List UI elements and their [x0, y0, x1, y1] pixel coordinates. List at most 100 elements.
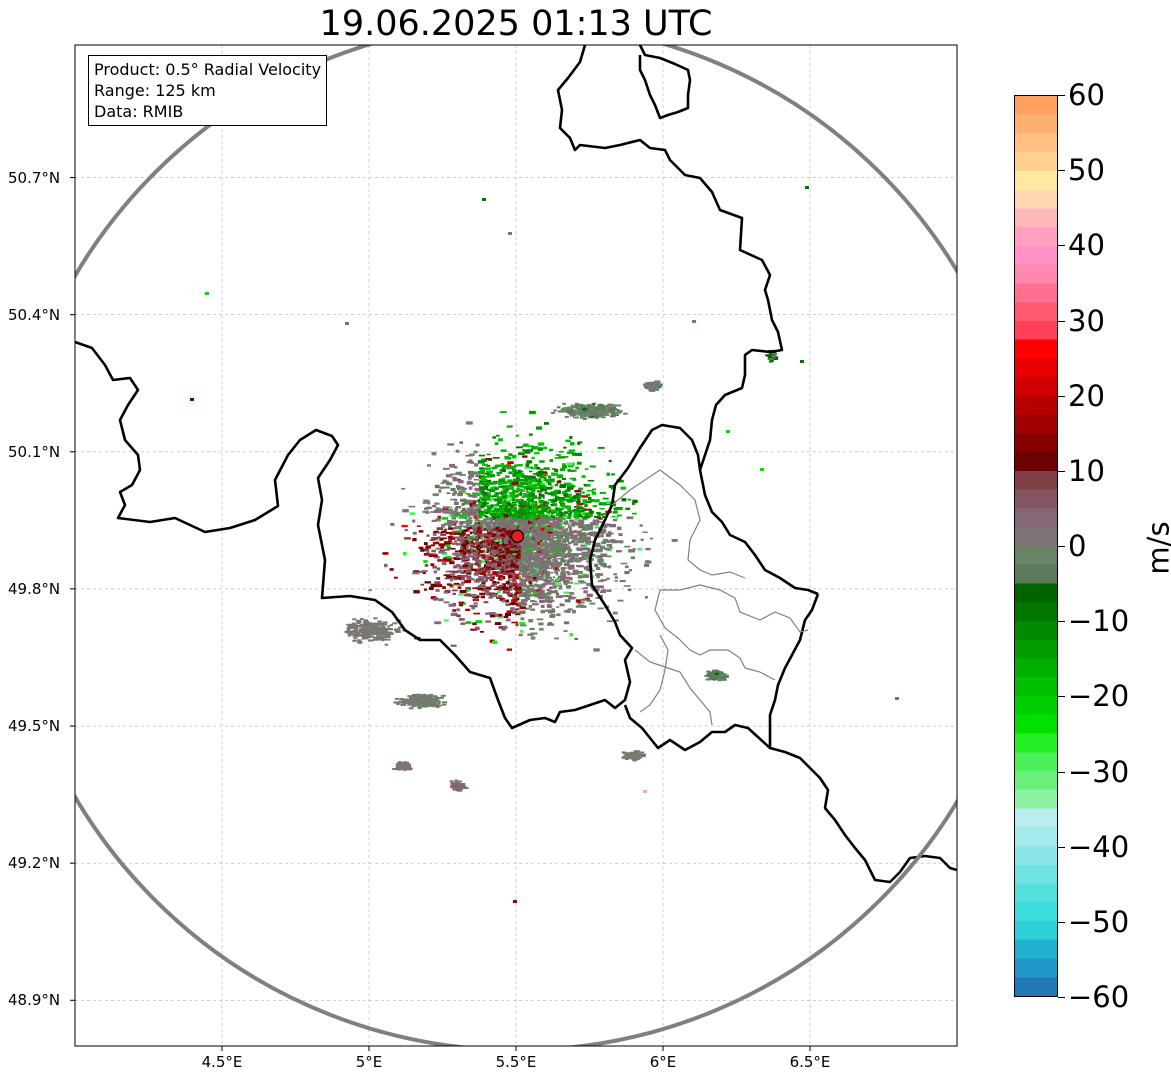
echo-bin	[502, 590, 506, 594]
echo-bin	[538, 535, 544, 539]
echo-bin	[486, 533, 490, 536]
echo-bin	[558, 515, 562, 517]
echo-bin	[619, 580, 626, 583]
echo-bin	[390, 522, 395, 526]
echo-bin	[549, 519, 553, 522]
echo-bin	[467, 542, 472, 545]
echo-bin	[528, 521, 533, 525]
echo-bin	[564, 521, 568, 524]
echo-bin	[492, 457, 500, 459]
echo-bin	[540, 604, 545, 609]
echo-bin	[525, 477, 532, 481]
echo-bin	[513, 545, 518, 548]
echo-bin	[519, 606, 527, 610]
echo-bin	[578, 525, 585, 529]
echo-bin	[500, 517, 505, 520]
echo-bin	[435, 547, 442, 550]
echo-bin	[490, 547, 494, 550]
echo-bin	[499, 523, 504, 526]
echo-bin	[476, 534, 479, 537]
echo-bin	[508, 508, 511, 511]
echo-bin	[466, 562, 471, 565]
echo-bin	[570, 596, 577, 599]
echo-bin	[561, 595, 568, 597]
echo-bin	[470, 549, 474, 553]
echo-bin	[444, 486, 450, 489]
echo-bin	[491, 527, 496, 530]
echo-bin	[449, 463, 456, 467]
echo-bin	[514, 592, 518, 595]
echo-bin	[435, 518, 441, 522]
echo-bin	[578, 494, 582, 497]
echo-bin	[477, 522, 481, 524]
echo-bin	[495, 464, 502, 467]
echo-bin	[567, 559, 571, 561]
echo-bin	[521, 556, 526, 560]
echo-bin	[503, 599, 510, 603]
echo-bin	[438, 598, 444, 602]
echo-bin	[632, 512, 637, 515]
echo-bin	[538, 490, 542, 493]
echo-bin	[431, 554, 438, 557]
echo-bin	[515, 623, 519, 627]
echo-bin	[548, 562, 551, 564]
echo-bin	[496, 474, 501, 476]
echo-bin	[516, 558, 521, 561]
echo-bin	[548, 587, 553, 590]
echo-bin	[498, 594, 503, 598]
echo-bin	[463, 501, 471, 505]
echo-bin	[446, 542, 452, 545]
echo-bin	[549, 543, 553, 545]
echo-bin	[544, 574, 548, 578]
echo-bin	[524, 450, 531, 454]
echo-bin	[474, 522, 478, 525]
echo-bin	[533, 506, 537, 511]
echo-bin	[469, 605, 475, 607]
echo-bin	[568, 449, 576, 452]
echo-bin	[592, 505, 597, 508]
echo-bin	[503, 465, 509, 468]
echo-bin	[549, 508, 552, 512]
echo-bin	[501, 599, 506, 603]
echo-bin	[522, 584, 528, 588]
echo-bin	[479, 521, 485, 525]
echo-bin	[543, 446, 548, 450]
echo-bin	[601, 491, 606, 494]
echo-bin	[514, 484, 522, 487]
echo-bin	[482, 493, 488, 498]
echo-bin	[556, 552, 561, 556]
echo-bin	[553, 548, 558, 552]
echo-bin	[574, 506, 580, 508]
echo-bin	[484, 564, 488, 568]
echo-bin	[478, 515, 483, 519]
echo-bin	[509, 528, 513, 532]
echo-bin	[529, 594, 535, 597]
echo-bin	[549, 555, 554, 559]
echo-bin	[456, 486, 461, 491]
echo-bin	[483, 467, 489, 470]
echo-bin	[563, 493, 568, 497]
echo-bin	[556, 548, 561, 552]
echo-bin	[466, 524, 469, 528]
echo-bin	[558, 456, 566, 459]
echo-bin	[469, 471, 476, 475]
echo-bin	[437, 559, 444, 562]
echo-bin	[442, 467, 450, 470]
echo-bin	[470, 628, 477, 631]
echo-bin	[446, 583, 452, 586]
echo-bin	[479, 471, 485, 475]
echo-bin	[504, 513, 509, 518]
echo-bin	[580, 601, 585, 604]
echo-bin	[474, 557, 478, 562]
echo-bin	[488, 506, 491, 510]
echo-bin	[456, 471, 462, 475]
echo-bin	[495, 492, 500, 495]
echo-bin	[477, 559, 481, 562]
echo-bin	[465, 556, 470, 560]
echo-bin	[498, 535, 503, 539]
echo-bin	[485, 522, 490, 526]
echo-bin	[556, 577, 560, 582]
echo-bin	[568, 510, 573, 513]
echo-bin	[513, 508, 517, 511]
